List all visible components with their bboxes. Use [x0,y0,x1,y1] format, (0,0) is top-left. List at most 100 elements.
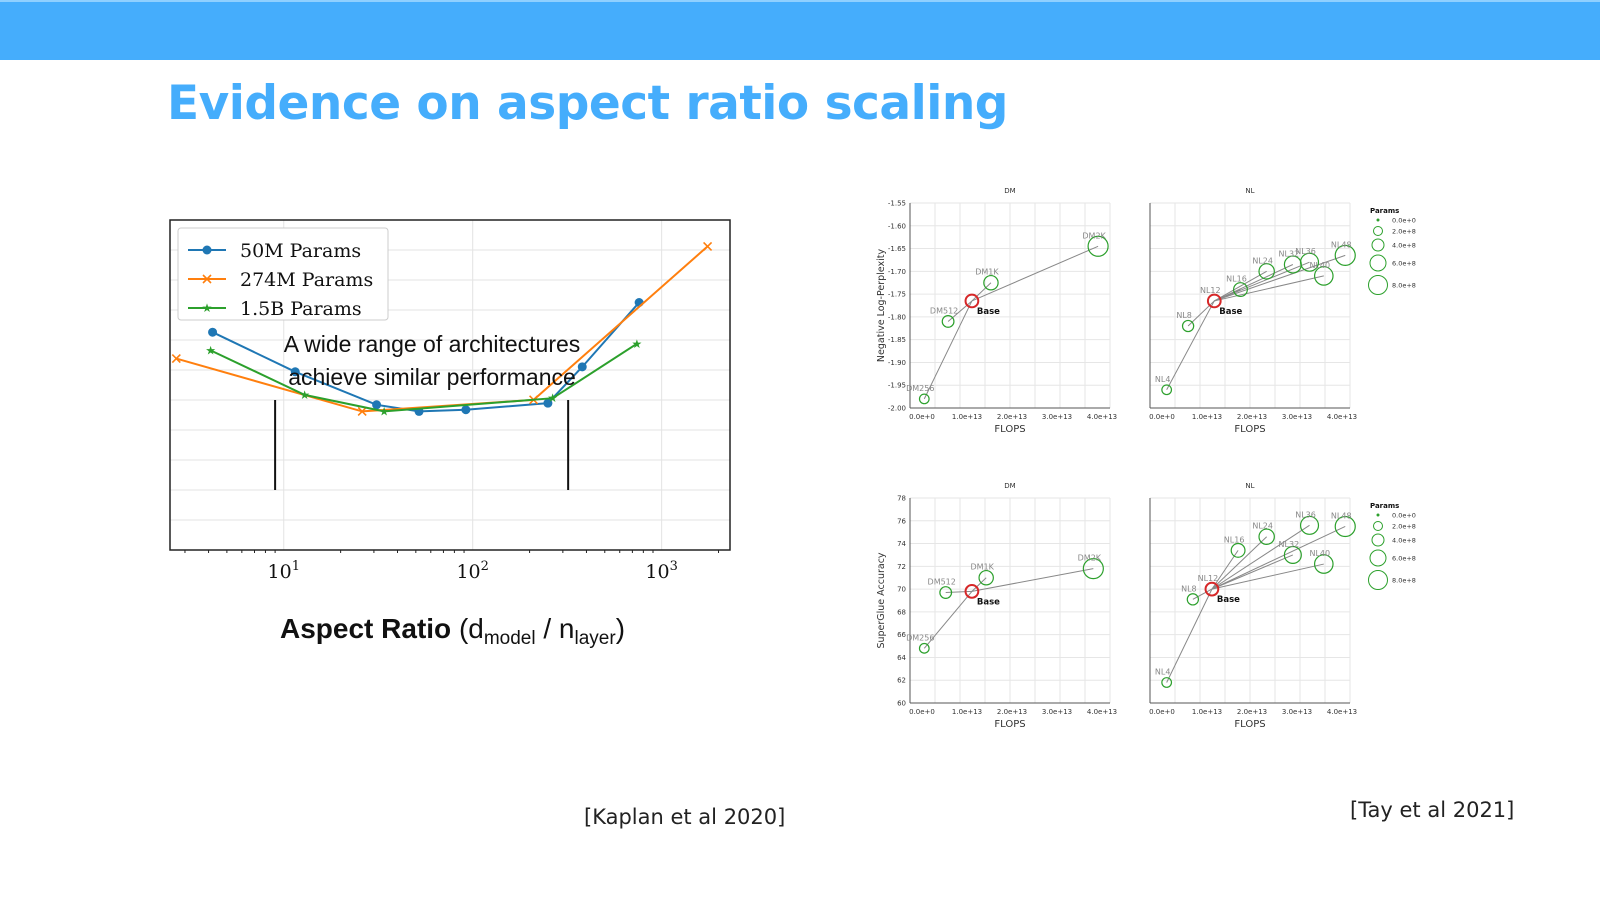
dm-perplexity-chart: DM -1.55 -1.60 -1.65 -1.70 -1.75 -1.80 -1.85 -1.… [876,187,1117,435]
plot-frame [169,219,731,551]
params-legend-label: 4.0e+8 [1392,537,1416,545]
point-label: Base [977,307,1000,317]
x-axis-label: Aspect Ratio (dmodel / nlayer) [280,613,625,649]
x-tick-label: 0.0e+0 [909,413,935,421]
params-legend-swatch [1369,549,1387,567]
aspect-ratio-chart: ★ ★ ★ ★ ★ 101 102 103 50M Params 274M Params ★ 1.5B… [169,219,731,649]
y-tick-label: -1.90 [888,359,906,367]
nl-perplexity-chart: NL 0.0e+0 1.0e+13 2.0e+13 3.0e+13 4.0e+13 FLOP… [1149,187,1357,435]
y-tick-label: 62 [897,677,906,685]
x-axis-label: FLOPS [994,424,1025,435]
data-point [1283,255,1302,274]
x-tick-label: 4.0e+13 [1087,413,1117,421]
point-label: NL48 [1331,511,1352,520]
x-tick-label: 4.0e+13 [1327,708,1357,716]
connector-line [923,300,973,400]
connector-line [945,590,972,594]
point-label: NL8 [1181,584,1197,593]
y-tick-label: 66 [897,631,906,639]
data-point [1299,252,1320,272]
point-label: Base [977,597,1000,607]
legend-label: 1.5B Params [240,298,362,320]
x-axis-label: FLOPS [994,719,1025,730]
point-label: NL40 [1309,261,1330,270]
params-legend-label: 4.0e+8 [1392,242,1416,250]
point-label: Base [1219,307,1242,317]
data-point [1258,528,1275,545]
params-legend-swatch [1376,513,1380,517]
data-point [1334,244,1356,266]
data-point [1299,515,1320,535]
connector-line [1211,550,1239,590]
connector-line [1214,270,1267,302]
point-label: NL40 [1309,549,1330,558]
connector-line [923,591,973,649]
legend-marker [202,274,212,284]
y-tick-label: 74 [897,540,906,548]
params-legend-swatch [1368,275,1388,295]
point-label: DM512 [930,306,958,315]
point-label: NL36 [1295,510,1316,519]
legend-marker: ★ [202,301,213,315]
y-tick-label: -1.55 [888,200,906,208]
params-legend-swatch [1373,226,1383,236]
connector-line [1166,300,1215,391]
data-point [964,293,980,309]
point-label: DM256 [906,633,934,642]
legend-marker [202,245,212,255]
y-tick-label: -1.70 [888,268,906,276]
nl-superglue-chart: NL 0.0e+0 1.0e+13 2.0e+13 3.0e+13 4.0e+13 FLOP… [1149,482,1357,730]
params-legend-swatch [1376,218,1380,222]
connector-line [1214,264,1294,302]
x-tick-label: 4.0e+13 [1087,708,1117,716]
x-tick-label: 3.0e+13 [1042,708,1072,716]
data-point [1082,558,1104,580]
chart-title: DM [1004,482,1015,490]
params-legend-top: Params 0.0e+0 2.0e+8 4.0e+8 6.0e+8 8.0e+8 [1368,207,1416,295]
point-label: NL12 [1200,286,1221,295]
params-legend-bottom: Params 0.0e+0 2.0e+8 4.0e+8 6.0e+8 8.0e+8 [1368,502,1416,590]
citation-tay: [Tay et al 2021] [1350,798,1515,822]
data-point [1230,542,1246,558]
x-tick-label: 1.0e+13 [952,413,982,421]
point-label: NL4 [1155,668,1171,677]
data-point [978,569,994,586]
connector-line [971,282,992,302]
data-point [941,315,955,328]
data-point [983,274,999,291]
data-point [918,393,930,405]
x-tick-label: 2.0e+13 [997,413,1027,421]
top-banner [0,0,1600,60]
data-point [703,241,713,251]
connector-line [971,577,987,592]
x-tick-label: 103 [645,559,677,583]
point-label: DM2K [1082,231,1106,240]
connector-line [971,568,1094,592]
series-line-2 [210,342,638,413]
params-legend-title: Params [1370,207,1399,215]
x-axis-label: FLOPS [1234,719,1265,730]
point-label: NL16 [1224,535,1245,544]
y-tick-label: -2.00 [888,405,906,413]
params-legend-label: 8.0e+8 [1392,282,1416,290]
data-point: ★ [205,343,216,357]
data-point [1206,293,1222,309]
params-legend-label: 0.0e+0 [1392,217,1416,225]
x-tick-label: 1.0e+13 [1192,413,1222,421]
y-axis-label: SuperGlue Accuracy [876,552,887,648]
data-point [1186,593,1200,606]
legend-label: 274M Params [240,269,373,291]
x-tick-label: 0.0e+0 [1149,708,1175,716]
data-point [1181,319,1195,333]
data-point [543,398,553,408]
data-point [290,367,300,377]
params-legend-swatch [1369,254,1387,272]
data-point [1232,282,1248,298]
y-tick-label: 78 [897,495,906,503]
data-point [1258,263,1275,280]
connector-line [971,245,1099,302]
connector-line [1211,554,1294,590]
point-label: NL32 [1279,540,1300,549]
data-point [1283,545,1302,564]
y-tick-label: 60 [897,700,906,708]
